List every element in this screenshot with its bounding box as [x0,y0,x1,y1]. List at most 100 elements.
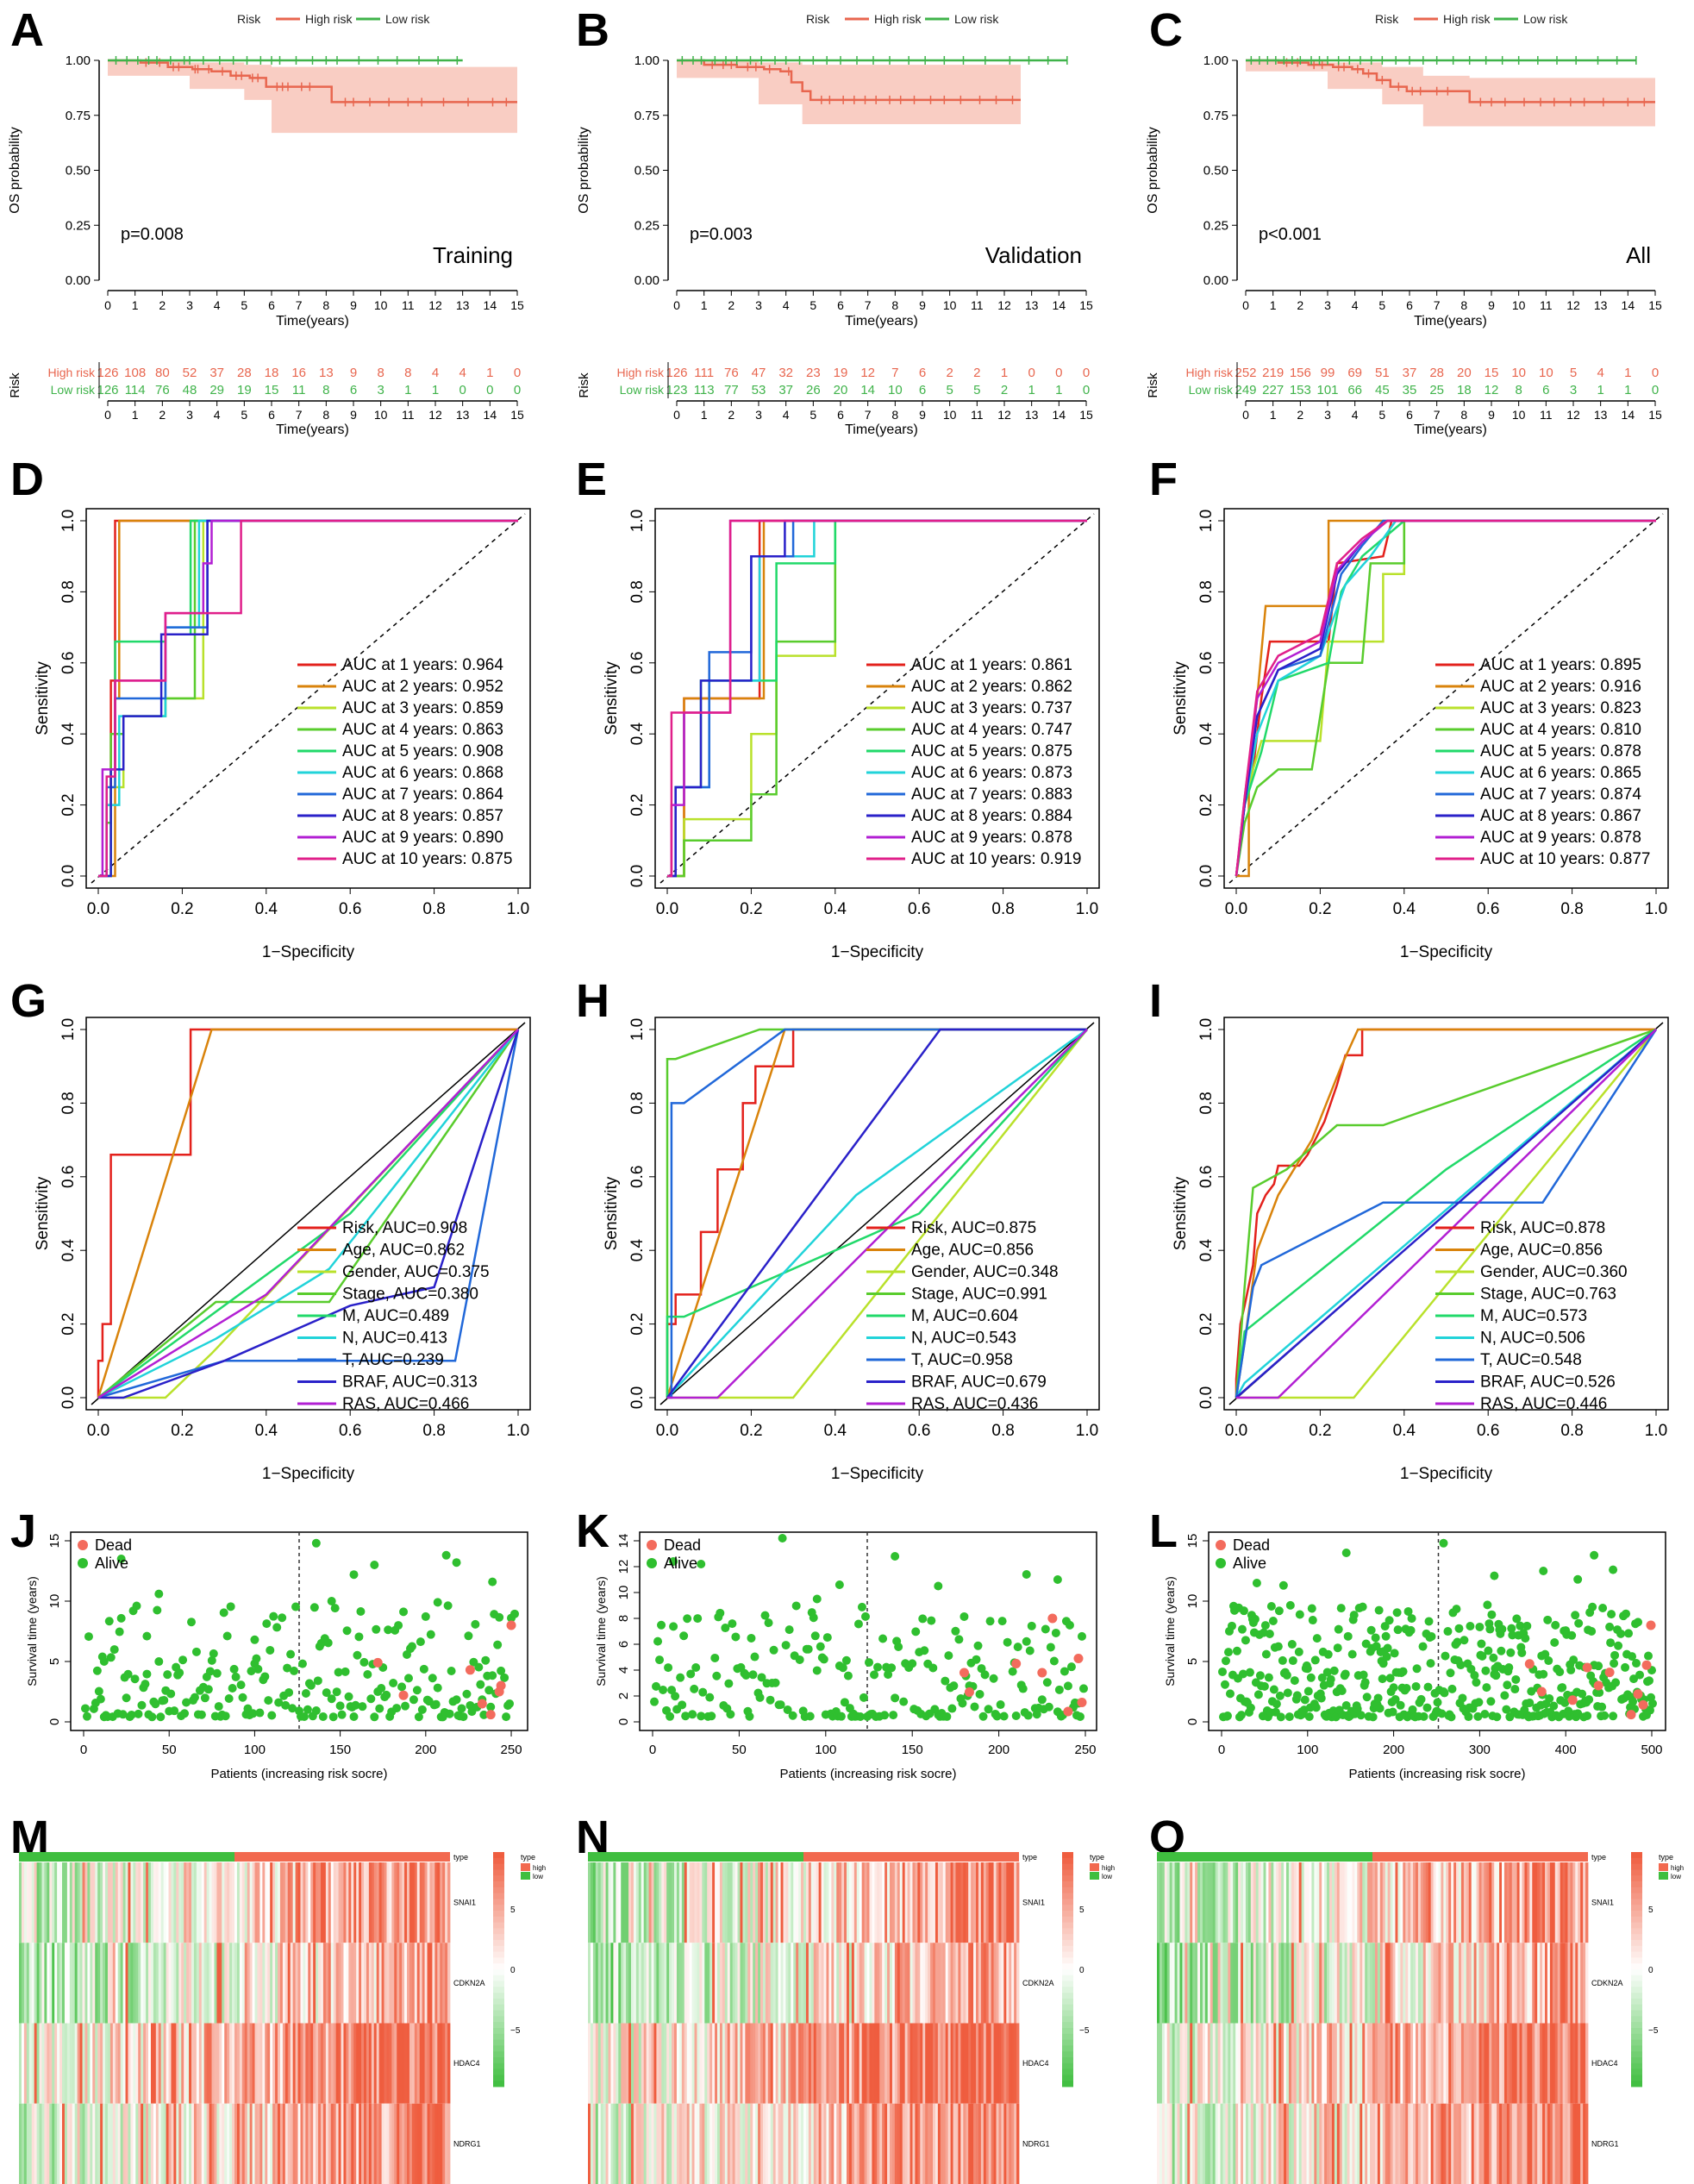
heatmap-cell [1502,2023,1505,2104]
alive-point [1426,1659,1435,1668]
heatmap-cell [178,1943,182,2024]
heatmap-cell [1499,1943,1503,2024]
x-tick-label: 0 [649,1743,656,1757]
heatmap-cell [1016,1943,1020,2024]
heatmap-cell [186,1862,190,1943]
heatmap-cell [659,1862,662,1943]
color-key-swatch [1062,1993,1073,1999]
roc-curve-4 [1235,1028,1657,1399]
dead-point [1047,1613,1058,1624]
heatmap-cell [724,1862,728,1943]
risk-table-value: 37 [778,383,793,397]
dead-point [465,1665,475,1675]
x-tick-label: 10 [1512,408,1526,422]
color-key-swatch [493,1869,504,1876]
heatmap-cell [834,1862,837,1943]
heatmap-cell [1435,1862,1439,1943]
heatmap-cell [1537,1862,1541,1943]
alive-point [659,1685,668,1694]
heatmap-cell [1336,1862,1341,1943]
group-legend-label: high [1102,1864,1115,1872]
heatmap-cell [950,1862,953,1943]
heatmap-cell [1552,2023,1556,2104]
x-tick-label: 2 [728,298,734,312]
gene-label: NDRG1 [453,2139,481,2148]
alive-point [1049,1656,1059,1666]
heatmap-cell [214,1943,217,2024]
alive-point [1587,1627,1597,1636]
heatmap-cell [267,2023,271,2104]
risk-table-value: 66 [1347,383,1362,397]
heatmap-cell [1417,2103,1422,2184]
gene-label: NDRG1 [1022,2139,1050,2148]
heatmap-cell [184,1943,187,2024]
heatmap-cell [623,2103,627,2184]
heatmap-cell [1491,1862,1495,1943]
heatmap-cell [1161,2023,1166,2104]
alive-point [264,1696,273,1705]
heatmap-cell [592,2103,597,2184]
heatmap-cell [356,2023,359,2104]
y-tick-label: 0.00 [634,273,659,288]
heatmap-cell [82,2103,85,2184]
alive-point [337,1710,347,1719]
heatmap-cell [1473,2103,1477,2184]
alive-point [1217,1667,1227,1676]
heatmap-cell [796,1943,799,2024]
heatmap-cell [87,2103,91,2184]
heatmap-cell [432,2023,435,2104]
heatmap-cell [322,1943,327,2024]
heatmap-cell [834,1943,837,2024]
heatmap-cell [381,2023,384,2104]
heatmap-cell [394,1862,397,1943]
alive-point [1487,1610,1497,1619]
heatmap-cell [95,1862,98,1943]
alive-point [1541,1649,1550,1659]
alive-point [484,1686,494,1695]
heatmap-cell [419,2103,423,2184]
heatmap-cell [882,1943,885,2024]
heatmap-cell [1327,2023,1330,2104]
heatmap-cell [203,2103,208,2184]
alive-point [795,1655,804,1664]
heatmap-cell [41,1862,45,1943]
heatmap-cell [1324,2103,1328,2184]
color-key-swatch [1631,1887,1642,1894]
heatmap-cell [31,1943,35,2024]
heatmap-cell [887,2103,891,2184]
heatmap-cell [133,1862,136,1943]
heatmap-cell [36,1943,40,2024]
heatmap-cell [284,2023,289,2104]
heatmap-cell [1367,1862,1371,1943]
heatmap-cell [616,1862,619,1943]
heatmap-cell [861,2023,865,2104]
heatmap-cell [808,1862,812,1943]
heatmap-cell [1009,2023,1012,2104]
heatmap-cell [1416,1862,1419,1943]
heatmap-cell [780,2103,784,2184]
color-key-swatch [1062,1963,1073,1970]
heatmap-cell [272,2103,276,2184]
alive-point [291,1602,301,1611]
alive-point [147,1712,157,1722]
heatmap-cell [983,2023,987,2104]
heatmap-cell [125,2103,128,2184]
heatmap-cell [1385,2103,1389,2184]
heatmap-cell [760,1943,764,2024]
heatmap-cell [166,2023,169,2104]
heatmap-cell [346,2103,349,2184]
heatmap-cell [648,2103,652,2184]
heatmap-cell [100,1862,103,1943]
heatmap-cell [1557,1943,1561,2024]
heatmap-cell [793,2023,797,2104]
heatmap-cell [823,1943,827,2024]
heatmap-cell [146,1862,149,1943]
heatmap-cell [709,2103,713,2184]
heatmap-cell [734,2023,738,2104]
heatmap-cell [343,1862,347,1943]
color-key-swatch [1631,1963,1642,1970]
heatmap-cell [935,1862,939,1943]
alive-point [1300,1695,1310,1705]
heatmap-cell [971,2103,974,2184]
heatmap-cell [1392,2103,1396,2184]
